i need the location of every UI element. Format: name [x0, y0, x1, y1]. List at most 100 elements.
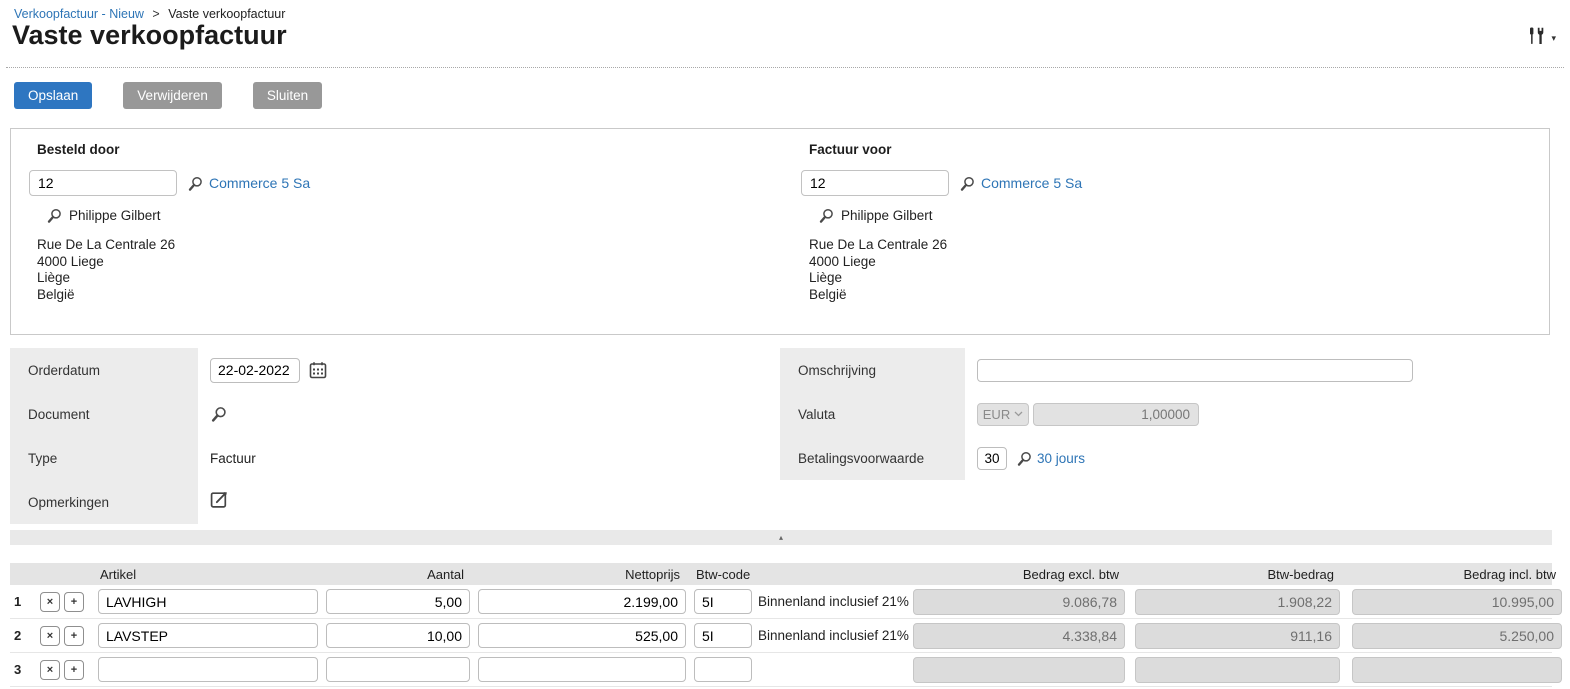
ordered-by-customer-link[interactable]: Commerce 5 Sa [209, 175, 311, 191]
currency-rate-input [1033, 402, 1199, 426]
header-nettoprijs: Nettoprijs [625, 566, 680, 582]
invoice-for-customer-search-icon[interactable] [959, 175, 976, 192]
tools-icon [1526, 26, 1546, 51]
calendar-icon[interactable] [309, 361, 327, 379]
invoice-for-contact-search-icon[interactable] [818, 207, 835, 224]
order-date-label: Orderdatum [10, 348, 198, 392]
net-price-input[interactable] [478, 623, 686, 648]
order-date-input[interactable] [210, 357, 300, 383]
address-line: België [37, 286, 75, 302]
net-price-input[interactable] [478, 589, 686, 614]
vat-amount-input [1135, 656, 1340, 683]
header-bedrag-excl-btw: Bedrag excl. btw [1022, 566, 1119, 582]
add-row-button[interactable]: + [64, 659, 84, 680]
address-line: België [809, 286, 847, 302]
details-right: Omschrijving Valuta EUR Betalingsvoorwaa… [780, 348, 1413, 480]
payment-term-link[interactable]: 30 jours [1037, 450, 1086, 466]
type-value: Factuur [210, 450, 256, 466]
amount-excl-input [913, 588, 1125, 615]
invoice-for-customer-link[interactable]: Commerce 5 Sa [981, 175, 1083, 191]
invoice-for-title: Factuur voor [809, 142, 892, 157]
ordered-by-address: Rue De La Centrale 26 4000 Liege Liège B… [37, 237, 310, 303]
ordered-by-contact-name: Philippe Gilbert [69, 208, 161, 223]
ordered-by-title: Besteld door [37, 142, 120, 157]
header-btw-bedrag: Btw-bedrag [1267, 566, 1334, 582]
payment-term-search-icon[interactable] [1016, 450, 1033, 467]
ordered-by-contact-search-icon[interactable] [46, 207, 63, 224]
vat-amount-input [1135, 588, 1340, 615]
header-bedrag-incl-btw: Bedrag incl. btw [1463, 566, 1557, 582]
page-title: Vaste verkoopfactuur [12, 20, 287, 50]
save-button[interactable]: Opslaan [14, 82, 93, 109]
quantity-input[interactable] [326, 589, 470, 614]
line-row-3: 3 × + [10, 653, 1562, 687]
vat-description: Binnenland inclusief 21% [758, 594, 909, 609]
invoice-for-customer-id-input[interactable] [801, 170, 949, 196]
document-label: Document [10, 392, 198, 436]
breadcrumb: Verkoopfactuur - Nieuw > Vaste verkoopfa… [14, 7, 285, 21]
remarks-edit-icon[interactable] [210, 490, 229, 514]
address-line: Liège [809, 270, 843, 285]
breadcrumb-link-verkoopfactuur-nieuw[interactable]: Verkoopfactuur - Nieuw [14, 7, 144, 21]
vat-code-input[interactable] [694, 623, 752, 648]
amount-excl-input [913, 622, 1125, 649]
article-input[interactable] [98, 623, 318, 648]
details-left: Orderdatum Document Type Factuur Op [10, 348, 327, 524]
breadcrumb-separator: > [152, 7, 160, 21]
net-price-input[interactable] [478, 657, 686, 682]
vat-amount-input [1135, 622, 1340, 649]
amount-excl-input [913, 656, 1125, 683]
address-line: Rue De La Centrale 26 [809, 237, 948, 252]
ordered-by-section: Besteld door Commerce 5 Sa Philippe Gilb… [29, 142, 310, 303]
line-row-1: 1 × + Binnenland inclusief 21% [10, 585, 1562, 619]
address-line: Liège [37, 270, 71, 285]
delete-row-button[interactable]: × [40, 659, 60, 680]
delete-button[interactable]: Verwijderen [123, 82, 222, 109]
vat-description: Binnenland inclusief 21% [758, 628, 909, 643]
vat-code-input[interactable] [694, 657, 752, 682]
action-toolbar: Opslaan Verwijderen Sluiten [14, 82, 353, 109]
payment-term-days-input[interactable] [977, 446, 1007, 470]
invoice-for-contact-name: Philippe Gilbert [841, 208, 933, 223]
quantity-input[interactable] [326, 623, 470, 648]
add-row-button[interactable]: + [64, 591, 84, 612]
breadcrumb-current: Vaste verkoopfactuur [168, 7, 286, 21]
currency-label: Valuta [780, 392, 965, 436]
article-input[interactable] [98, 657, 318, 682]
amount-incl-input [1352, 622, 1562, 649]
amount-incl-input [1352, 588, 1562, 615]
description-input[interactable] [977, 358, 1413, 382]
title-divider [6, 67, 1564, 68]
vat-code-input[interactable] [694, 589, 752, 614]
header-artikel: Artikel [100, 566, 137, 582]
payment-term-label: Betalingsvoorwaarde [780, 436, 965, 480]
type-label: Type [10, 436, 198, 480]
currency-code: EUR [982, 406, 1011, 422]
ordered-by-customer-id-input[interactable] [29, 170, 177, 196]
description-label: Omschrijving [780, 348, 965, 392]
invoice-for-address: Rue De La Centrale 26 4000 Liege Liège B… [809, 237, 1082, 303]
delete-row-button[interactable]: × [40, 591, 60, 612]
collapse-toggle-bar[interactable]: ▴ [10, 530, 1552, 545]
parties-box: Besteld door Commerce 5 Sa Philippe Gilb… [10, 128, 1550, 335]
close-button[interactable]: Sluiten [252, 82, 323, 109]
quantity-input[interactable] [326, 657, 470, 682]
header-aantal: Aantal [427, 566, 464, 582]
ordered-by-customer-search-icon[interactable] [187, 175, 204, 192]
address-line: 4000 Liege [809, 253, 876, 269]
row-number: 1 [14, 594, 22, 609]
currency-select: EUR [977, 402, 1029, 426]
row-number: 3 [14, 662, 22, 677]
tools-caret-icon: ▾ [1551, 33, 1556, 43]
add-row-button[interactable]: + [64, 625, 84, 646]
article-input[interactable] [98, 589, 318, 614]
invoice-for-section: Factuur voor Commerce 5 Sa Philippe Gilb… [801, 142, 1082, 303]
collapse-caret-icon: ▴ [778, 532, 783, 542]
amount-incl-input [1352, 656, 1562, 683]
address-line: 4000 Liege [37, 253, 104, 269]
tools-menu-button[interactable]: ▾ [1526, 26, 1556, 51]
document-search-icon[interactable] [210, 405, 228, 423]
remarks-label: Opmerkingen [10, 480, 198, 524]
delete-row-button[interactable]: × [40, 625, 60, 646]
